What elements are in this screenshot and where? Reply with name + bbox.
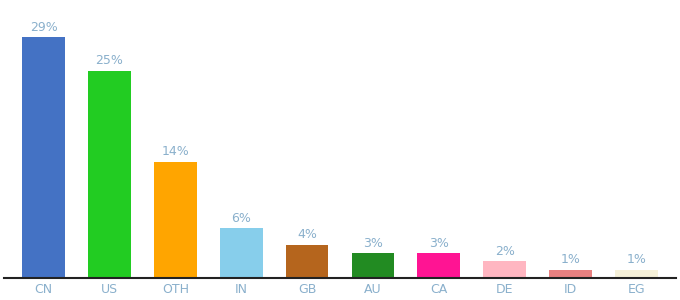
Text: 3%: 3% (363, 237, 383, 250)
Bar (286, 245, 328, 278)
Text: 29%: 29% (30, 21, 58, 34)
Bar (220, 228, 262, 278)
Text: 14%: 14% (162, 146, 189, 158)
Text: 1%: 1% (626, 254, 646, 266)
Text: 4%: 4% (297, 229, 317, 242)
Bar (88, 70, 131, 278)
Text: 2%: 2% (494, 245, 515, 258)
Bar (22, 38, 65, 278)
Bar (154, 162, 197, 278)
Text: 6%: 6% (231, 212, 251, 225)
Bar (352, 253, 394, 278)
Text: 1%: 1% (560, 254, 581, 266)
Text: 25%: 25% (96, 54, 124, 67)
Bar (615, 270, 658, 278)
Text: 3%: 3% (429, 237, 449, 250)
Bar (418, 253, 460, 278)
Bar (483, 261, 526, 278)
Bar (549, 270, 592, 278)
